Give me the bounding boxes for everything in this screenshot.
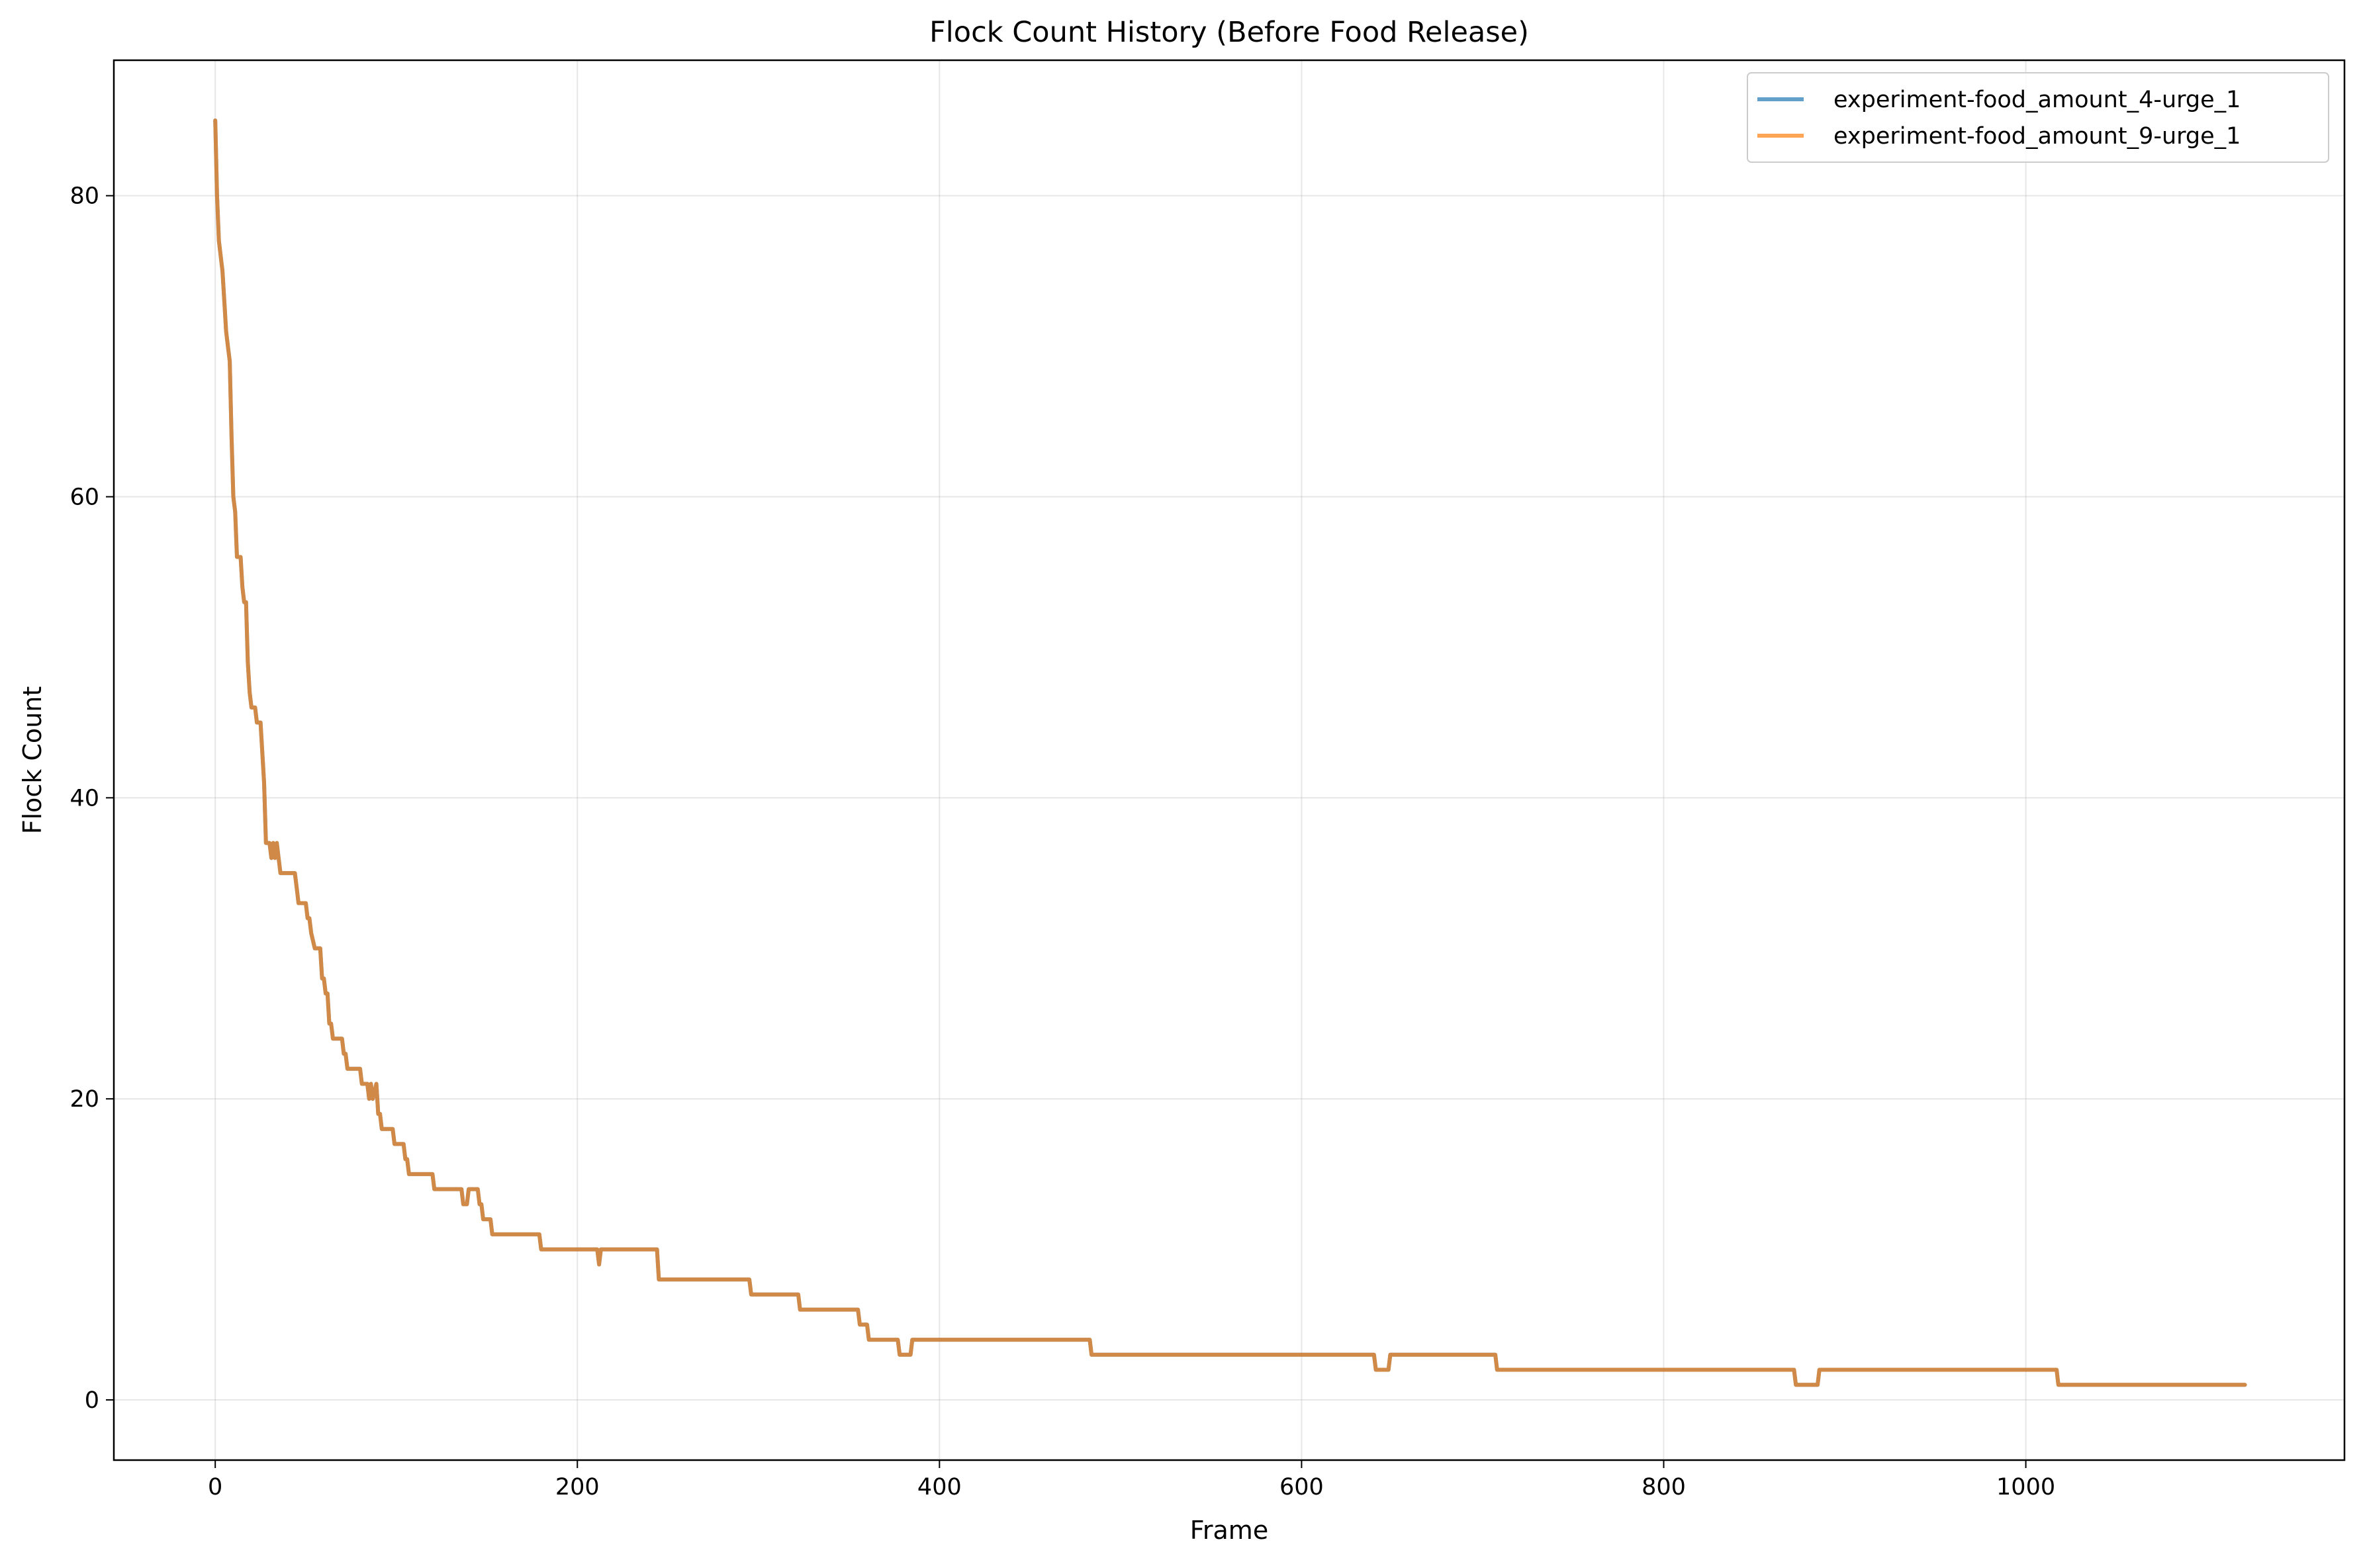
x-tick-label: 200 (555, 1474, 600, 1500)
legend-items: experiment-food_amount_4-urge_1 experimen… (1757, 87, 2241, 150)
x-tick-label: 800 (1642, 1474, 1686, 1500)
y-axis-label: Flock Count (18, 686, 47, 835)
x-tick-label: 0 (208, 1474, 222, 1500)
y-tick-label: 60 (70, 484, 99, 511)
legend-label-2: experiment-food_amount_9-urge_1 (1833, 123, 2241, 150)
x-tick-label: 600 (1279, 1474, 1324, 1500)
grid-layer (114, 60, 2344, 1460)
y-tick-label: 0 (85, 1387, 99, 1414)
x-axis-label: Frame (1190, 1516, 1268, 1545)
y-tick-label: 40 (70, 785, 99, 811)
series-layer (213, 118, 2247, 1387)
x-tick-label: 1000 (1996, 1474, 2055, 1500)
legend: experiment-food_amount_4-urge_1 experimen… (1747, 72, 2329, 163)
legend-label-1: experiment-food_amount_4-urge_1 (1833, 87, 2241, 113)
chart-title: Flock Count History (Before Food Release… (929, 16, 1529, 49)
legend-box (1747, 72, 2329, 163)
x-tick-label: 400 (917, 1474, 962, 1500)
y-tick-label: 80 (70, 183, 99, 210)
tick-layer: 0 200 400 600 800 1000 0 20 40 60 80 (70, 183, 2055, 1500)
series-line-2 (213, 118, 2247, 1387)
y-tick-label: 20 (70, 1086, 99, 1113)
axes-frame (113, 59, 2346, 1461)
